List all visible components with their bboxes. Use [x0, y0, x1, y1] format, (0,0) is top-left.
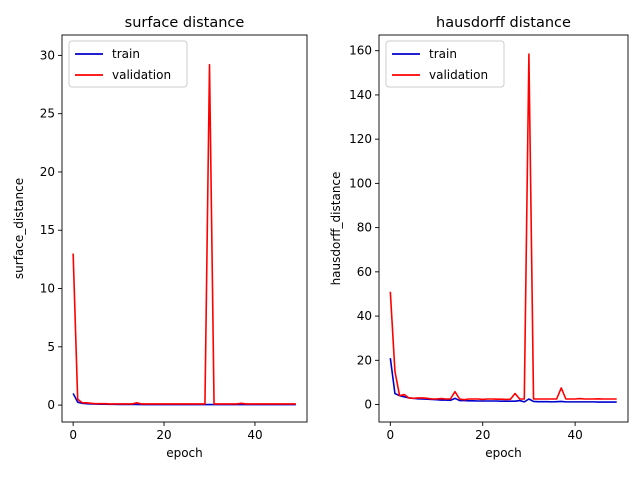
y-tick-label: 30: [40, 48, 55, 62]
series-line-validation: [72, 63, 296, 405]
legend-label-train: train: [112, 47, 140, 61]
y-tick-label: 20: [357, 353, 372, 367]
y-tick-label: 5: [47, 340, 55, 354]
y-tick-label: 160: [349, 44, 372, 58]
plot-frame: [61, 34, 308, 423]
legend: train validation: [385, 40, 505, 88]
x-axis-label: epoch: [166, 446, 203, 460]
y-tick-label: 20: [40, 165, 55, 179]
x-tick-label: 40: [247, 428, 262, 442]
y-tick-label: 120: [349, 132, 372, 146]
x-tick-label: 0: [386, 428, 394, 442]
y-tick-label: 0: [47, 398, 55, 412]
plot-frame: [378, 34, 629, 423]
y-tick-label: 80: [357, 221, 372, 235]
y-tick-label: 10: [40, 282, 55, 296]
x-tick-label: 20: [156, 428, 171, 442]
series-line-validation: [389, 53, 617, 401]
series-line-train: [389, 357, 617, 403]
y-tick-label: 100: [349, 176, 372, 190]
y-tick-label: 60: [357, 265, 372, 279]
legend-label-train: train: [429, 47, 457, 61]
legend-label-validation: validation: [112, 68, 171, 82]
legend-label-validation: validation: [429, 68, 488, 82]
series-line-train: [72, 393, 296, 406]
y-axis-label: surface_distance: [12, 178, 26, 279]
y-tick-label: 40: [357, 309, 372, 323]
chart-title: surface distance: [125, 15, 245, 31]
hausdorff-distance-panel: hausdorff distance 0 20 40 0 20 40 60 80 100 120 14…: [329, 15, 629, 460]
chart-title: hausdorff distance: [436, 15, 571, 31]
y-axis-label: hausdorff_distance: [329, 172, 343, 286]
x-tick-label: 20: [475, 428, 490, 442]
x-tick-label: 0: [69, 428, 77, 442]
x-tick-label: 40: [567, 428, 582, 442]
y-tick-label: 25: [40, 107, 55, 121]
y-tick-label: 15: [40, 223, 55, 237]
y-tick-label: 0: [364, 398, 372, 412]
legend: train validation: [68, 40, 188, 88]
x-axis-label: epoch: [485, 446, 522, 460]
y-tick-label: 140: [349, 88, 372, 102]
surface-distance-panel: surface distance 0 20 40 0 5 10 15 20 25 30 epoch su…: [12, 15, 308, 460]
